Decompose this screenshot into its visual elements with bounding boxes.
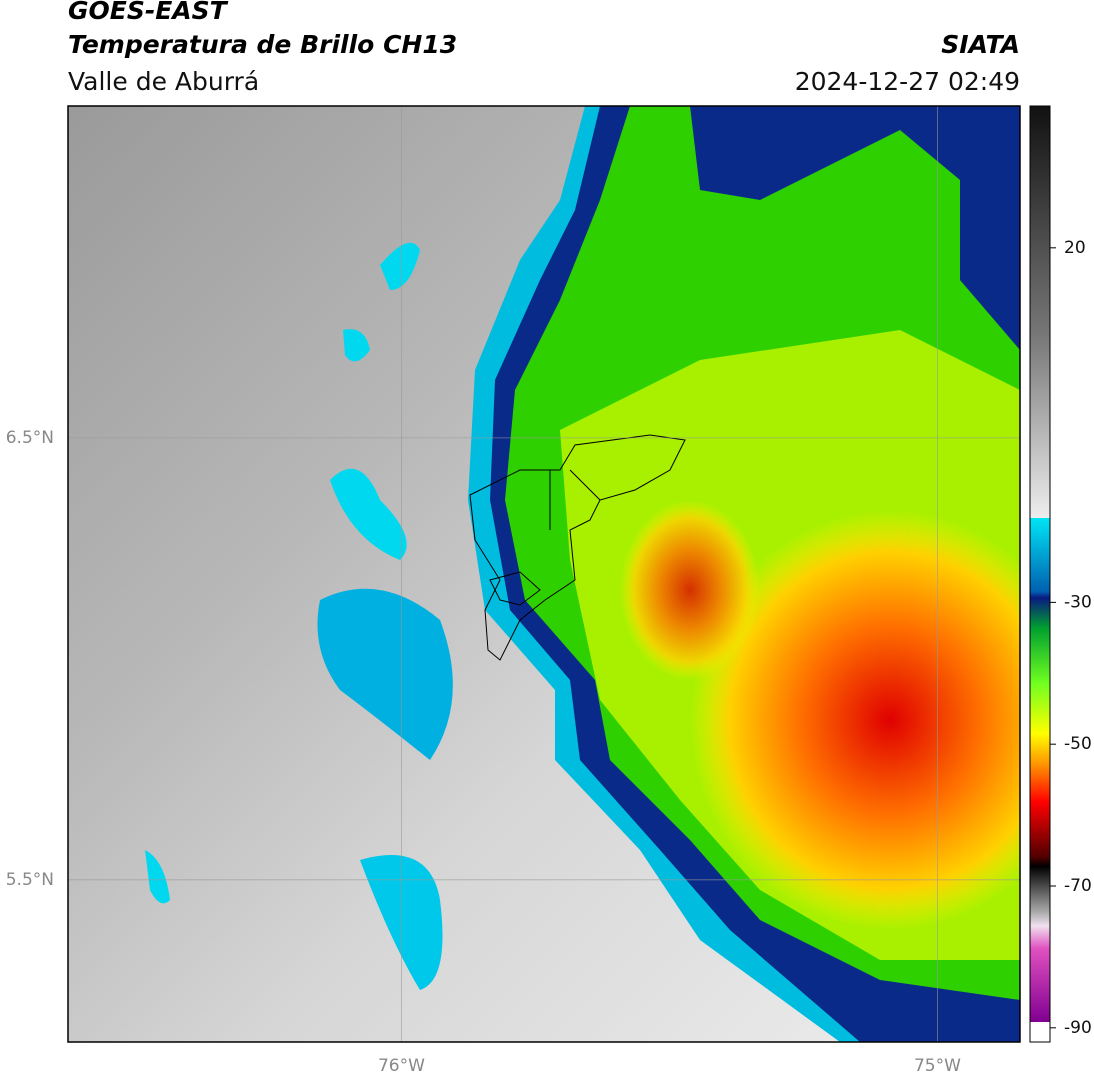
cloud-cell [330, 468, 407, 560]
colorbar-tick-label: 20 [1064, 238, 1086, 258]
lat-tick-label: 6.5°N [6, 428, 54, 448]
subtitle: Temperatura de Brillo CH13 [68, 30, 457, 59]
colorbar-tick-label: -90 [1064, 1018, 1092, 1038]
colorbar-tick-label: -50 [1064, 734, 1092, 754]
cloud-cell [317, 588, 453, 760]
source: SIATA [941, 30, 1020, 59]
colorbar-tick-label: -70 [1064, 876, 1092, 896]
municipal-boundaries [469, 434, 686, 661]
colorbar-extend [1030, 1022, 1050, 1042]
imagery [68, 106, 1020, 1042]
graticule: 76°W 75°W 6.5°N 5.5°N [6, 106, 1020, 1076]
colorbar-ticks: 20 -30 -50 -70 -90 [1050, 238, 1092, 1038]
cloud-cell [145, 850, 170, 904]
cloud-cell [380, 242, 420, 290]
lon-tick-label: 75°W [914, 1056, 961, 1076]
title: GOES-EAST [68, 0, 229, 25]
datetime: 2024-12-27 02:49 [795, 67, 1020, 96]
colorbar-frame [1029, 105, 1051, 1043]
lat-tick-label: 5.5°N [6, 870, 54, 890]
region: Valle de Aburrá [68, 67, 259, 96]
cloud-hot [620, 500, 760, 680]
lon-tick-label: 76°W [378, 1056, 425, 1076]
map-frame [67, 105, 1021, 1043]
colorbar-gradient [1030, 106, 1050, 1022]
cloud-cell [343, 329, 370, 362]
colorbar-tick-label: -30 [1064, 592, 1092, 612]
